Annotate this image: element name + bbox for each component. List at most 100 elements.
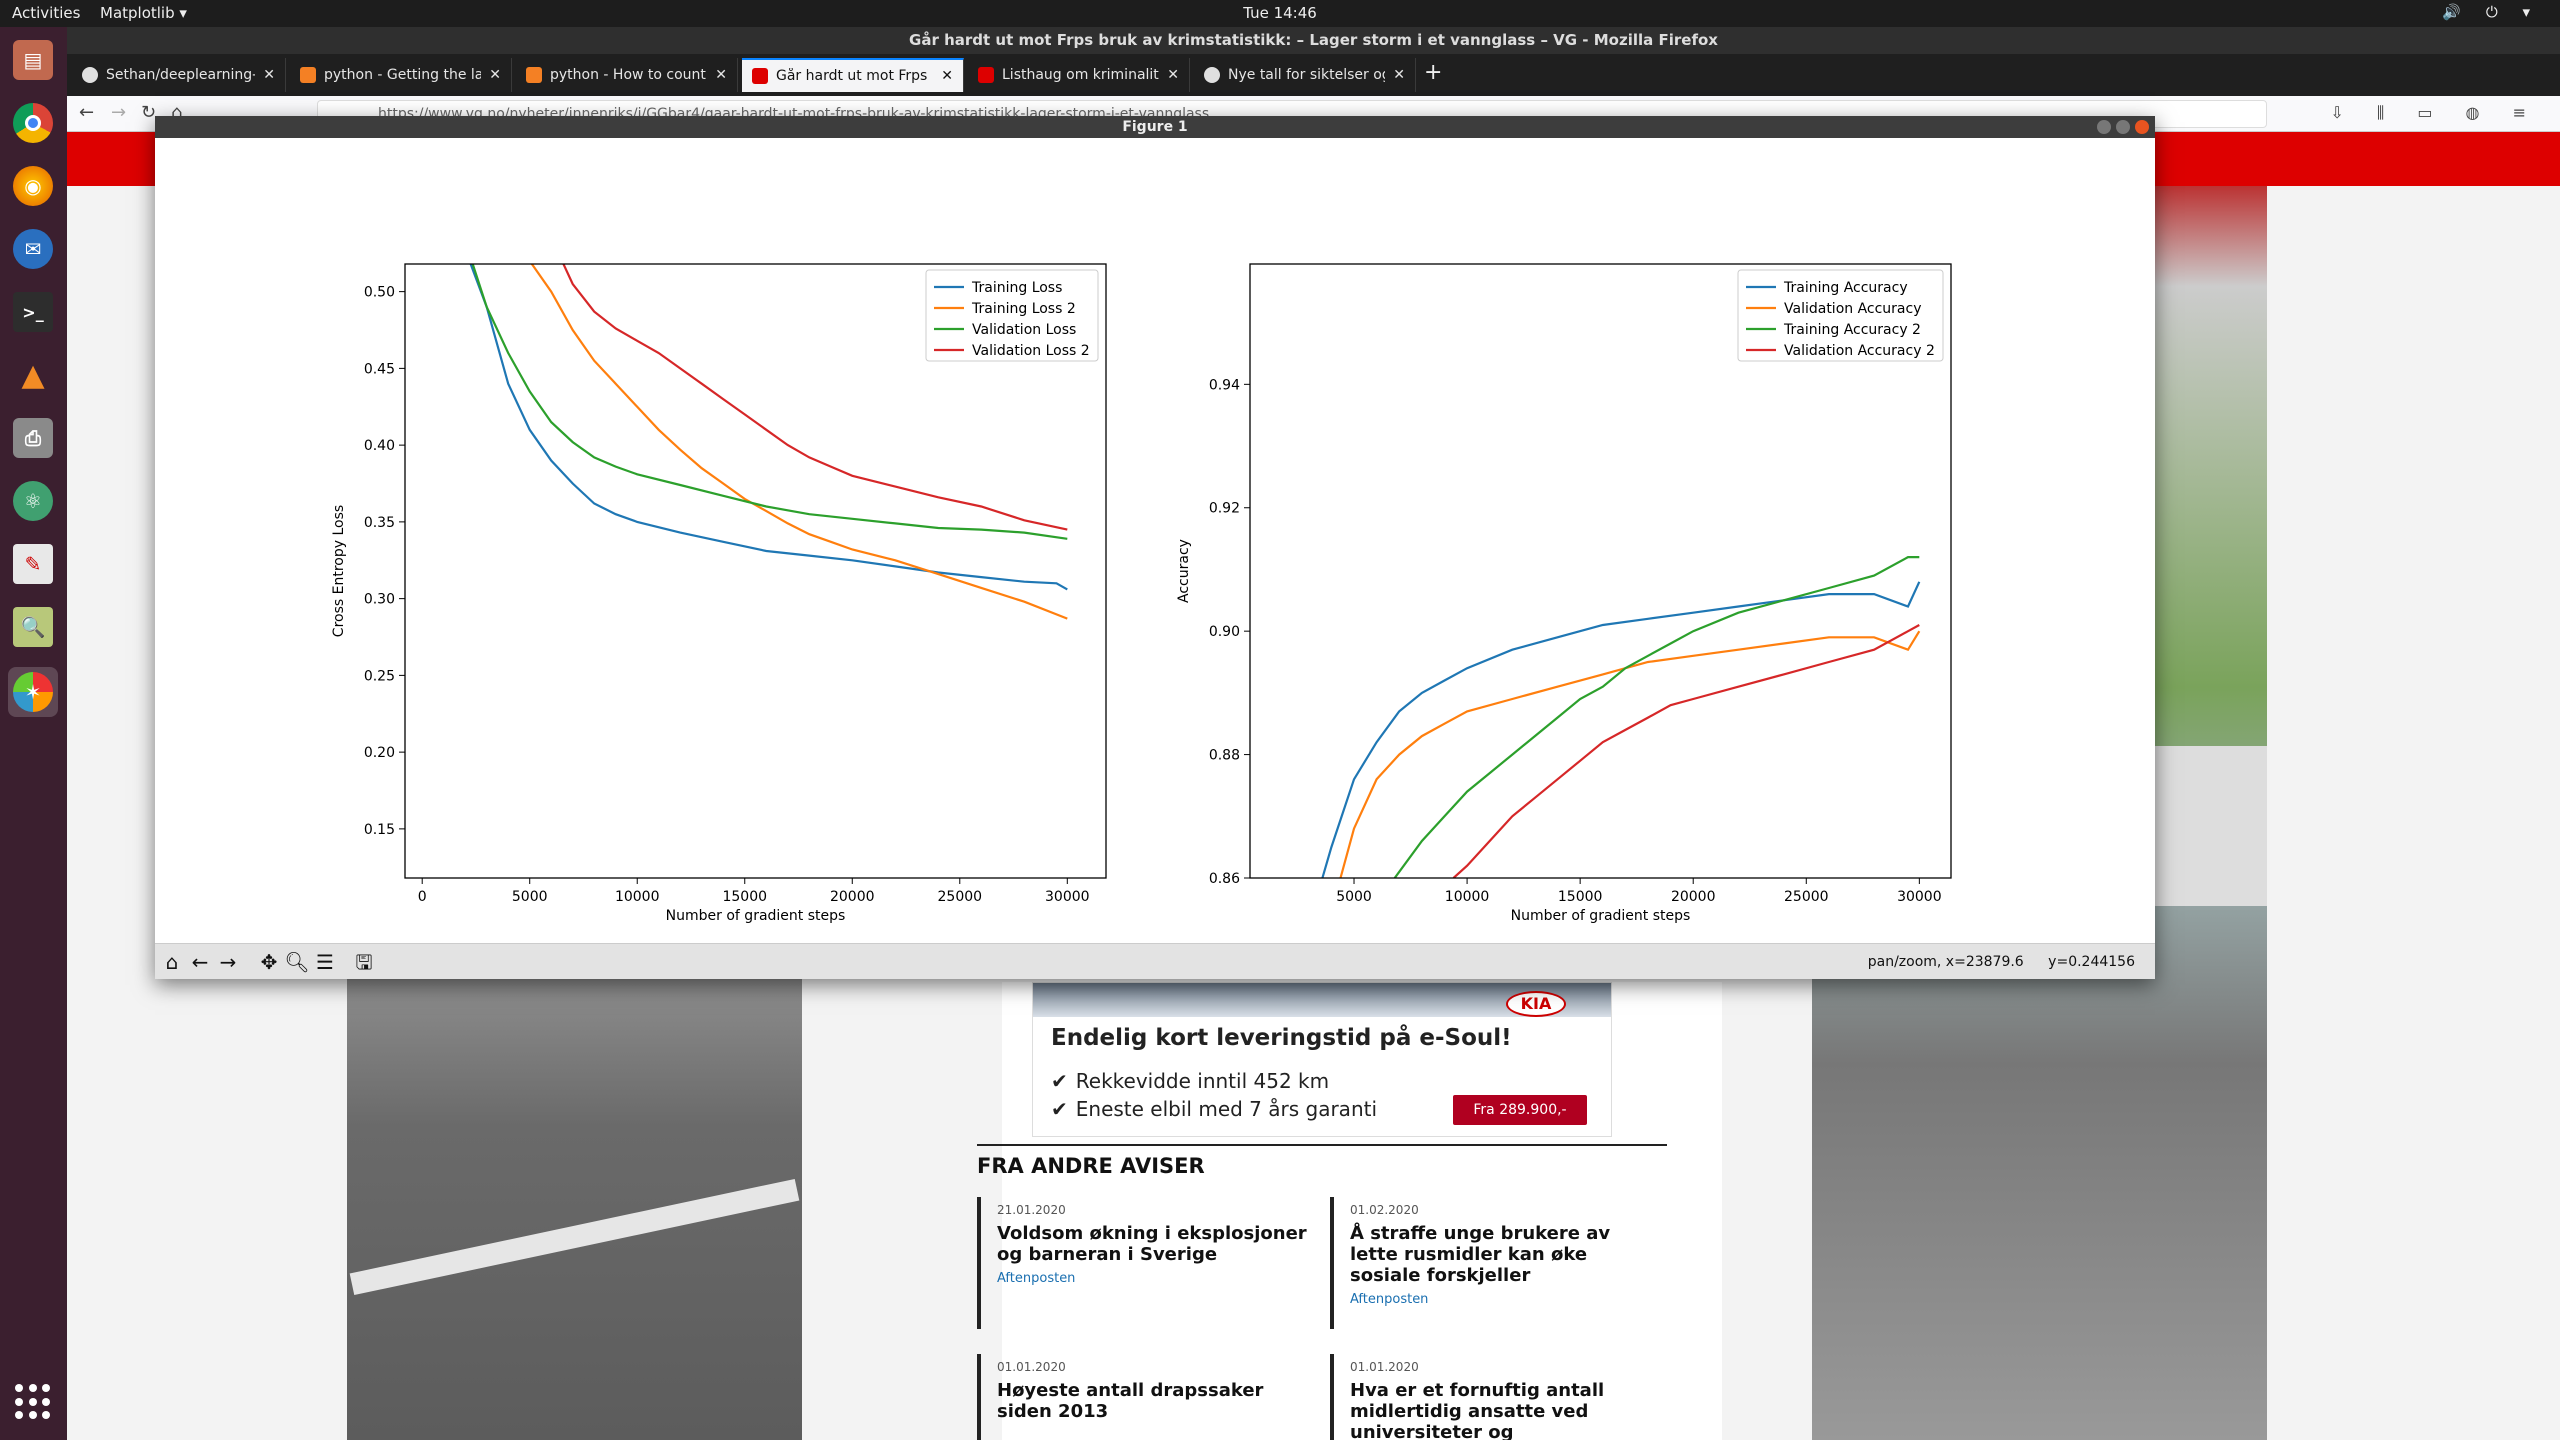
close-icon[interactable]: ✕ — [1167, 67, 1179, 83]
forward-icon[interactable]: → — [111, 102, 127, 123]
tab-stackoverflow-1[interactable]: python - Getting the last ✕ — [290, 58, 512, 92]
matplotlib-toolbar: ⌂ ← → ✥ 🔍︎ ☰ 🖫 pan/zoom, x=23879.6 y=0.2… — [155, 943, 2155, 979]
series-line-2 — [1339, 630, 1921, 878]
chart-1: 0 5000 10000 15000 20000 25000 30000 0.15 0.20 0.… — [331, 263, 1107, 924]
pdf-viewer-icon[interactable]: ✎ — [8, 539, 58, 589]
pan-icon[interactable]: ✥ — [260, 950, 278, 974]
tab-github[interactable]: Sethan/deeplearning-gr ✕ — [72, 58, 286, 92]
system-tray[interactable]: 🔊 ⏻ ▾ — [2442, 3, 2540, 21]
minimize-icon[interactable] — [2097, 120, 2111, 134]
y-axis-label: Accuracy — [1176, 539, 1192, 603]
configure-subplots-icon[interactable]: ☰ — [316, 950, 334, 974]
legend-label: Training Loss 2 — [971, 301, 1076, 317]
close-icon[interactable]: ✕ — [489, 67, 501, 83]
tab-vg-active[interactable]: Går hardt ut mot Frps br ✕ — [742, 58, 964, 92]
tab-ssb[interactable]: Nye tall for siktelser og ✕ — [1194, 58, 1416, 92]
legend-label: Training Loss — [971, 280, 1062, 296]
matplotlib-icon[interactable]: ✶ — [8, 667, 58, 717]
tab-stackoverflow-2[interactable]: python - How to count d ✕ — [516, 58, 738, 92]
x-tick-label: 10000 — [1445, 889, 1490, 905]
home-icon[interactable]: ⌂ — [165, 950, 179, 974]
tab-vg-2[interactable]: Listhaug om kriminalitet ✕ — [968, 58, 1190, 92]
news-item[interactable]: 01.01.2020 Høyeste antall drapssaker sid… — [977, 1354, 1307, 1440]
legend-label: Validation Accuracy 2 — [1784, 343, 1935, 359]
close-icon[interactable] — [2135, 120, 2149, 134]
ad-title: Endelig kort leveringstid på e-Soul! — [1051, 1025, 1512, 1051]
back-arrow-icon[interactable]: ← — [191, 950, 209, 974]
x-tick-label: 15000 — [722, 889, 767, 905]
close-icon[interactable]: ✕ — [1393, 67, 1405, 83]
thunderbird-icon[interactable]: ✉ — [8, 224, 58, 274]
vg-icon — [978, 67, 994, 83]
save-icon[interactable]: 🖫 — [355, 950, 373, 974]
image-viewer-icon[interactable]: 🔍 — [8, 602, 58, 652]
series-line-1 — [1321, 581, 1921, 878]
legend-label: Validation Loss 2 — [972, 343, 1090, 359]
kia-logo: KIA — [1506, 991, 1566, 1017]
maximize-icon[interactable] — [2116, 120, 2130, 134]
stackoverflow-icon — [300, 67, 316, 83]
close-icon[interactable]: ✕ — [715, 67, 727, 83]
x-tick-label: 20000 — [830, 889, 875, 905]
reload-icon[interactable]: ↻ — [141, 102, 157, 123]
check-icon: ✔ — [1051, 1069, 1068, 1093]
vg-icon — [752, 68, 768, 84]
home-icon[interactable]: ⌂ — [171, 102, 183, 123]
chrome-icon[interactable] — [8, 98, 58, 148]
series-line-4 — [1452, 624, 1920, 878]
stackoverflow-icon — [526, 67, 542, 83]
printer-icon[interactable]: ⎙ — [8, 413, 58, 463]
firefox-title-bar: Går hardt ut mot Frps bruk av krimstatis… — [67, 27, 2560, 54]
matplotlib-window: Figure 1 0 5000 10000 15000 20000 25000 30000 0… — [155, 116, 2155, 979]
ad-price-button[interactable]: Fra 289.900,- — [1453, 1095, 1587, 1125]
toolbar-icons[interactable]: ⇩ ⫼ ▭ ◍ ≡ — [2330, 103, 2540, 122]
y-tick-label: 0.40 — [364, 438, 395, 454]
new-tab-button[interactable]: + — [1424, 60, 1443, 85]
system-top-bar: Activities Matplotlib ▾ Tue 14:46 🔊 ⏻ ▾ — [0, 0, 2560, 27]
zoom-icon[interactable]: 🔍︎ — [284, 950, 310, 974]
forward-arrow-icon[interactable]: → — [219, 950, 237, 974]
close-icon[interactable]: ✕ — [263, 67, 275, 83]
matlab-icon[interactable]: ▲ — [21, 357, 45, 393]
article-column: KIA Endelig kort leveringstid på e-Soul!… — [977, 982, 1722, 1440]
tab-strip: Sethan/deeplearning-gr ✕ python - Getting… — [67, 54, 2560, 96]
x-tick-label: 30000 — [1045, 889, 1090, 905]
show-applications-icon[interactable] — [15, 1384, 51, 1420]
legend-label: Validation Loss — [972, 322, 1076, 338]
y-tick-label: 0.15 — [364, 822, 395, 838]
back-icon[interactable]: ← — [79, 102, 95, 123]
figure-canvas[interactable]: 0 5000 10000 15000 20000 25000 30000 0.15 0.20 0.… — [155, 138, 2155, 943]
y-tick-label: 0.94 — [1209, 377, 1240, 393]
series-line-4 — [562, 264, 1068, 531]
axes-frame — [404, 263, 1107, 879]
y-tick-label: 0.50 — [364, 285, 395, 301]
firefox-icon[interactable]: ◉ — [8, 161, 58, 211]
fra-andre-aviser-heading: FRA ANDRE AVISER — [977, 1144, 1667, 1178]
news-item[interactable]: 21.01.2020 Voldsom økning i eksplosjoner… — [977, 1197, 1307, 1329]
x-tick-label: 30000 — [1897, 889, 1942, 905]
kia-advertisement[interactable]: KIA Endelig kort leveringstid på e-Soul!… — [1032, 982, 1612, 1137]
legend-box — [925, 269, 1099, 362]
y-tick-label: 0.92 — [1209, 501, 1240, 517]
clock[interactable]: Tue 14:46 — [1243, 4, 1317, 22]
y-tick-label: 0.86 — [1209, 871, 1240, 887]
close-icon[interactable]: ✕ — [941, 68, 953, 84]
x-axis-label: Number of gradient steps — [1511, 908, 1691, 924]
github-icon — [82, 67, 98, 83]
x-tick-label: 5000 — [1336, 889, 1372, 905]
app-menu[interactable]: Matplotlib ▾ — [100, 4, 187, 22]
y-axis-label: Cross Entropy Loss — [331, 505, 347, 637]
dock: ▤ ◉ ✉ >_ ▲ ⎙ ⚛ ✎ 🔍 ✶ — [0, 27, 67, 1440]
series-line-3 — [1393, 556, 1920, 878]
figure-title: Figure 1 — [1122, 119, 1188, 135]
activities-button[interactable]: Activities — [12, 4, 81, 22]
news-item[interactable]: 01.01.2020 Hva er et fornuftig antall mi… — [1330, 1354, 1660, 1440]
y-tick-label: 0.88 — [1209, 748, 1240, 764]
news-item[interactable]: 01.02.2020 Å straffe unge brukere av let… — [1330, 1197, 1660, 1329]
ad-feature: ✔ Rekkevidde inntil 452 km — [1051, 1069, 1330, 1093]
atom-icon[interactable]: ⚛ — [8, 476, 58, 526]
terminal-icon[interactable]: >_ — [8, 287, 58, 337]
series-line-3 — [471, 264, 1068, 540]
globe-icon — [1204, 67, 1220, 83]
files-icon[interactable]: ▤ — [8, 35, 58, 85]
